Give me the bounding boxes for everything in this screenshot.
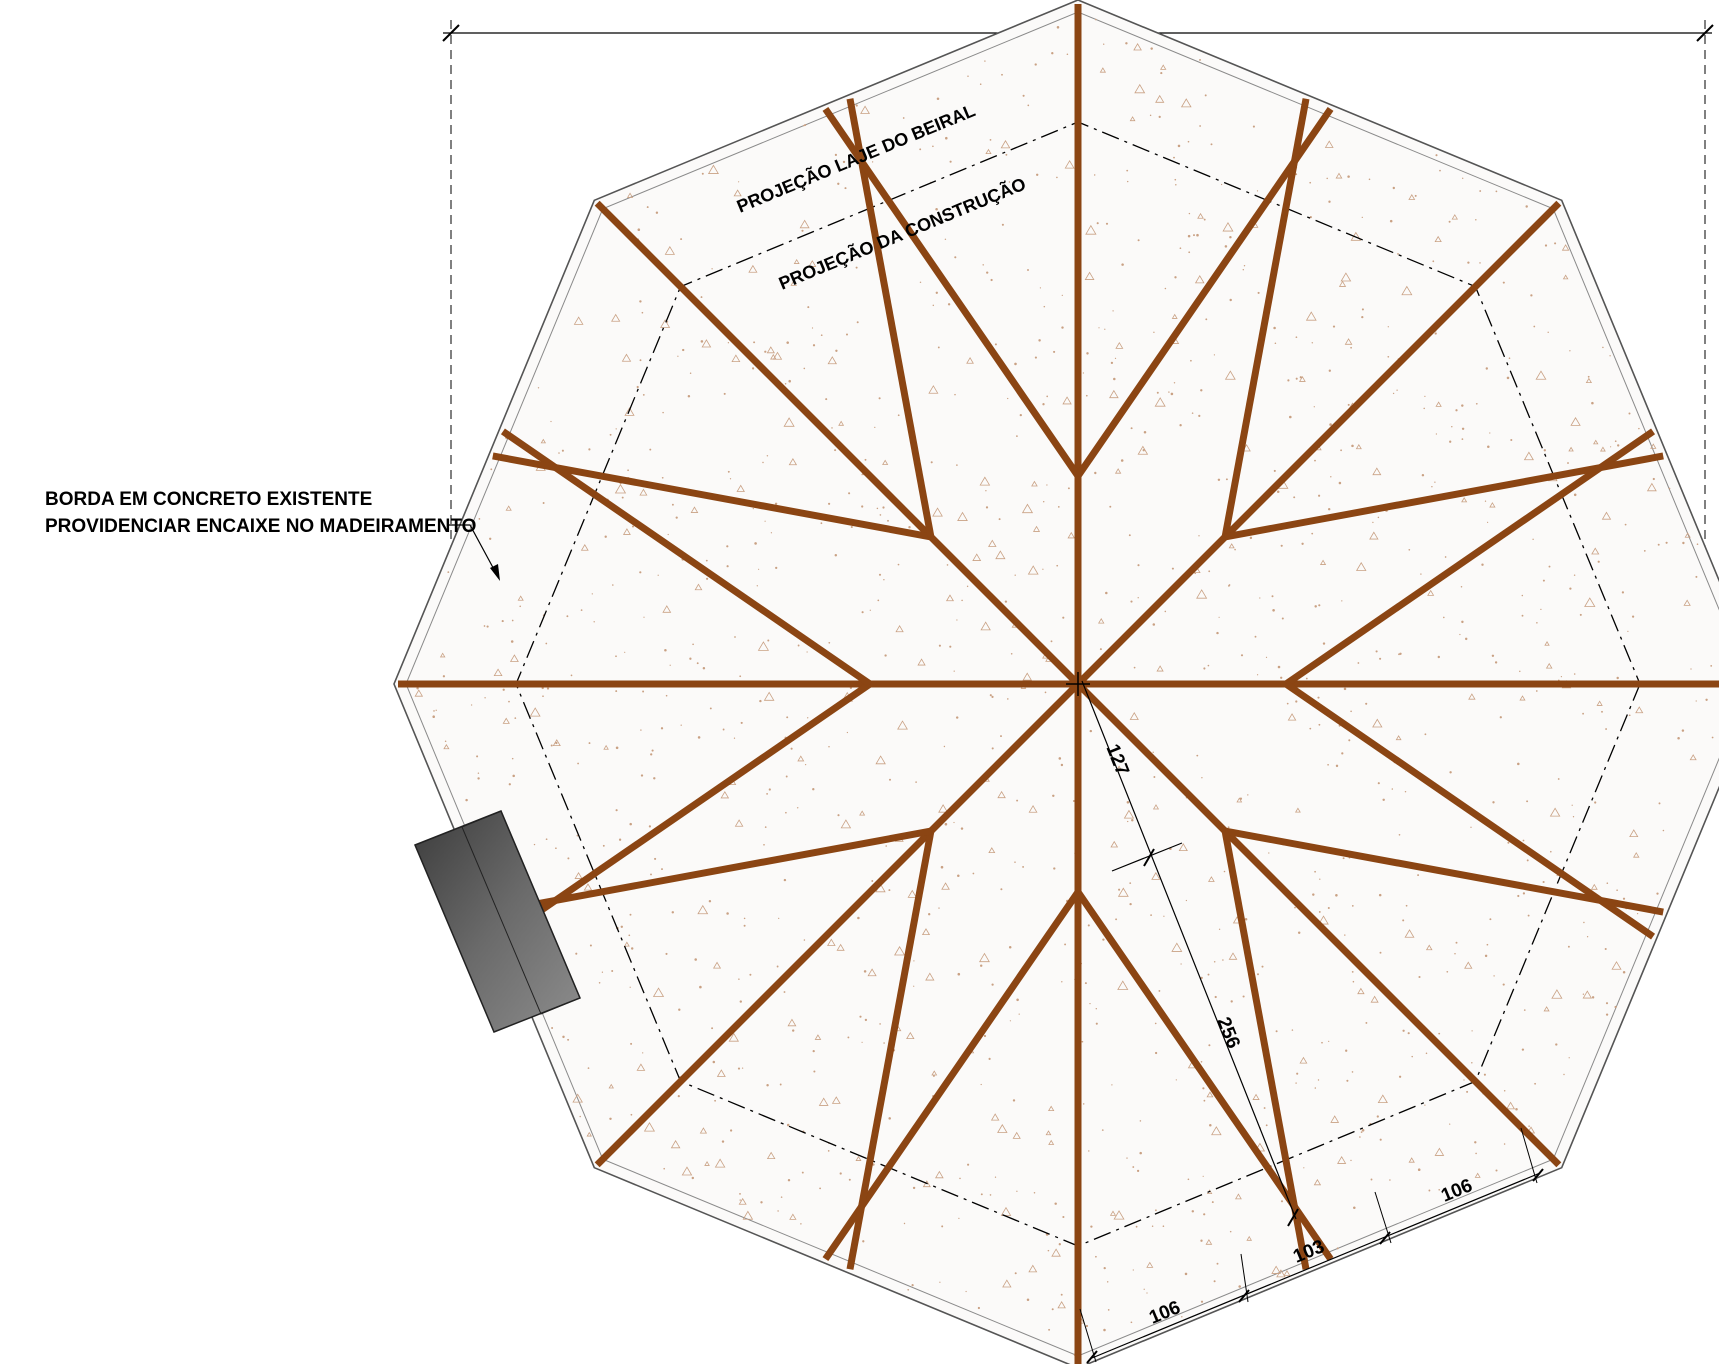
hip-rafter: [594, 200, 1081, 687]
rafters: [398, 4, 1719, 1364]
secondary-rafter: [822, 106, 1081, 478]
secondary-rafter: [1075, 890, 1334, 1262]
secondary-rafter: [846, 98, 935, 538]
existing-concrete-edge-block: [414, 810, 581, 1033]
hip-rafter: [1075, 681, 1562, 1168]
secondary-rafter: [492, 452, 932, 541]
existing-edge-note: BORDA EM CONCRETO EXISTENTE PROVIDENCIAR…: [45, 489, 500, 581]
hip-rafter: [594, 681, 1081, 1168]
note-line-2: PROVIDENCIAR ENCAIXE NO MADEIRAMENTO: [45, 516, 476, 537]
secondary-rafter: [1224, 827, 1664, 916]
secondary-rafter: [1221, 830, 1310, 1270]
note-leader: [447, 524, 498, 576]
secondary-rafter: [500, 428, 872, 687]
secondary-rafter: [822, 890, 1081, 1262]
secondary-rafter: [500, 681, 872, 940]
center-mark: [1066, 672, 1090, 696]
secondary-rafter: [1075, 106, 1334, 478]
secondary-rafter: [1284, 681, 1656, 940]
hip-rafter: [1075, 200, 1562, 687]
secondary-rafter: [1224, 452, 1664, 541]
secondary-rafter: [1221, 98, 1310, 538]
note-line-1: BORDA EM CONCRETO EXISTENTE: [45, 489, 372, 510]
secondary-rafter: [492, 827, 932, 916]
secondary-rafter: [846, 830, 935, 1270]
note-leader-arrow: [490, 564, 500, 581]
secondary-rafter: [1284, 428, 1656, 687]
